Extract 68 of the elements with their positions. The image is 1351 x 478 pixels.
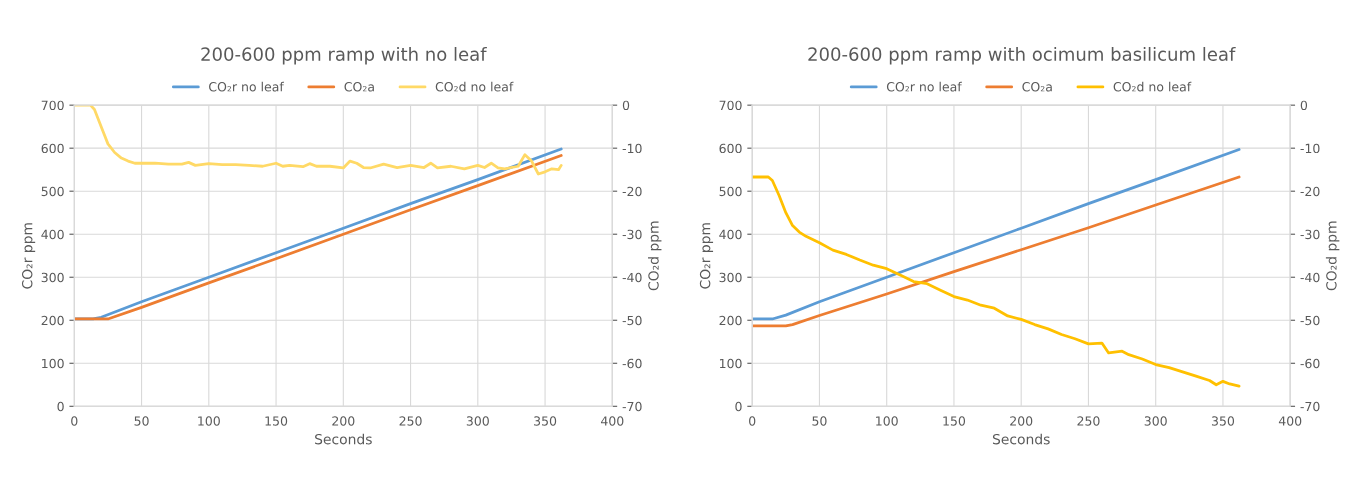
y-axis-title: CO₂r ppm xyxy=(21,223,36,289)
y2-tick-label: -20 xyxy=(622,186,642,197)
y2-tick-label: 0 xyxy=(622,100,630,111)
x-tick-label: 400 xyxy=(601,416,624,426)
y-tick-label: 700 xyxy=(719,100,742,111)
x-tick-label: 150 xyxy=(265,416,288,426)
y2-tick-label: -40 xyxy=(622,272,642,283)
x-tick-label: 150 xyxy=(943,416,966,426)
x-tick-label: 100 xyxy=(876,416,898,426)
y-tick-label: 300 xyxy=(719,272,742,283)
legend-label: CO₂a xyxy=(1022,82,1052,92)
x-tick-label: 400 xyxy=(1278,416,1302,426)
y-axis-title: CO₂r ppm xyxy=(699,223,714,289)
x-axis-title: Seconds xyxy=(992,433,1050,445)
y2-tick-label: -50 xyxy=(1300,315,1320,326)
y-tick-label: 600 xyxy=(41,143,64,154)
chart-title: 200-600 ppm ramp with no leaf xyxy=(201,47,487,65)
legend-label: CO₂d no leaf xyxy=(435,81,514,92)
y2-tick-label: -60 xyxy=(1300,358,1320,369)
x-tick-label: 200 xyxy=(1010,416,1033,426)
x-tick-label: 200 xyxy=(332,416,355,426)
y-tick-label: 200 xyxy=(41,315,64,326)
line-series xyxy=(752,148,1241,321)
line-series xyxy=(74,105,563,176)
x-tick-label: 250 xyxy=(399,416,422,426)
x-tick-label: 0 xyxy=(71,416,78,426)
y2-axis-title: CO₂d ppm xyxy=(1325,221,1340,291)
y-tick-label: 0 xyxy=(57,401,64,412)
chart-title: 200-600 ppm ramp with ocimum basilicum leaf xyxy=(808,47,1236,65)
x-tick-label: 0 xyxy=(749,416,756,426)
y-tick-label: 300 xyxy=(41,272,64,283)
y-tick-label: 100 xyxy=(42,358,64,369)
x-tick-label: 300 xyxy=(1144,416,1167,426)
y2-tick-label: -70 xyxy=(1300,401,1320,412)
y2-tick-label: -70 xyxy=(622,401,642,412)
line-series xyxy=(752,175,1241,328)
y2-tick-label: -20 xyxy=(1300,186,1320,197)
x-tick-label: 250 xyxy=(1077,416,1100,426)
x-tick-label: 50 xyxy=(812,416,827,426)
x-tick-label: 50 xyxy=(134,416,149,426)
legend-label: CO₂a xyxy=(344,82,374,92)
y2-tick-label: 0 xyxy=(1300,100,1308,111)
y-tick-label: 100 xyxy=(719,358,742,369)
legend-label: CO₂d no leaf xyxy=(1113,81,1192,92)
y2-tick-label: -30 xyxy=(622,229,642,240)
y-tick-label: 700 xyxy=(41,100,64,111)
line-series xyxy=(752,175,1241,388)
y-tick-label: 400 xyxy=(41,229,64,240)
y2-tick-label: -50 xyxy=(622,315,642,326)
y2-tick-label: -10 xyxy=(622,143,642,154)
legend-label: CO₂r no leaf xyxy=(209,81,285,92)
y-tick-label: 600 xyxy=(719,143,742,154)
x-tick-label: 300 xyxy=(466,416,489,426)
y-tick-label: 400 xyxy=(719,229,742,240)
y2-tick-label: -60 xyxy=(622,358,642,369)
y2-tick-label: -40 xyxy=(1300,272,1320,283)
y-tick-label: 500 xyxy=(41,186,64,197)
y2-axis-title: CO₂d ppm xyxy=(648,221,662,291)
x-tick-label: 350 xyxy=(534,416,557,426)
x-tick-label: 350 xyxy=(1211,416,1235,426)
legend-label: CO₂r no leaf xyxy=(886,81,962,92)
y2-tick-label: -30 xyxy=(1300,229,1320,240)
y-tick-label: 200 xyxy=(719,315,742,326)
x-axis-title: Seconds xyxy=(315,433,372,445)
y2-tick-label: -10 xyxy=(1300,143,1320,154)
y-tick-label: 500 xyxy=(719,186,742,197)
y-tick-label: 0 xyxy=(735,401,742,412)
x-tick-label: 100 xyxy=(198,416,220,426)
